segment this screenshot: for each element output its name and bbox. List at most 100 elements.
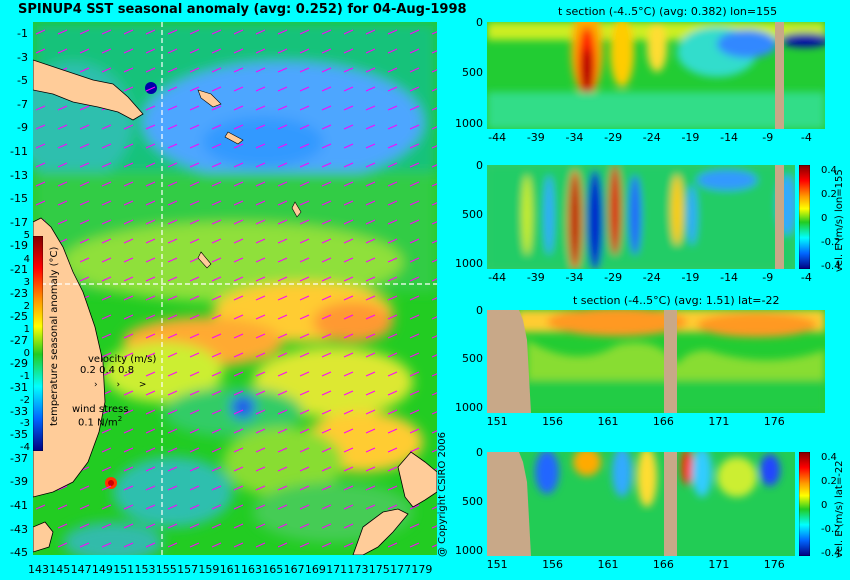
map-colorbar-tick: -1 bbox=[20, 371, 30, 382]
panel-y-tick: 0 bbox=[447, 446, 483, 459]
map-lat-tick: -9 bbox=[0, 121, 28, 134]
map-lat-tick: -19 bbox=[0, 239, 28, 252]
panel-x-tick: -34 bbox=[565, 271, 583, 284]
panel-colorbar-tick: -0.4 bbox=[821, 261, 841, 272]
map-lon-tick: 177 bbox=[390, 563, 411, 576]
panel-y-tick: 0 bbox=[447, 16, 483, 29]
map-lat-tick: -17 bbox=[0, 216, 28, 229]
map-colorbar-tick: -3 bbox=[20, 418, 30, 429]
velocity-legend-arrows: › › > bbox=[94, 380, 154, 390]
map-lon-tick: 151 bbox=[113, 563, 134, 576]
panel-x-tick: 171 bbox=[708, 415, 729, 428]
t-section-lat-22 bbox=[487, 310, 825, 413]
vel-section-lon155 bbox=[487, 165, 795, 269]
map-colorbar-tick: 4 bbox=[20, 254, 30, 265]
wind-legend-title: wind stress bbox=[72, 404, 128, 415]
panel-y-tick: 500 bbox=[447, 495, 483, 508]
panel-x-tick: -39 bbox=[527, 131, 545, 144]
map-lat-tick: -7 bbox=[0, 98, 28, 111]
panel-x-tick: -29 bbox=[604, 131, 622, 144]
map-lat-tick: -3 bbox=[0, 51, 28, 64]
panel-x-tick: 176 bbox=[764, 415, 785, 428]
panel-x-tick: -19 bbox=[681, 271, 699, 284]
panel-x-tick: -14 bbox=[720, 271, 738, 284]
panel-x-tick: -4 bbox=[801, 131, 812, 144]
map-lat-tick: -31 bbox=[0, 381, 28, 394]
map-lat-tick: -13 bbox=[0, 169, 28, 182]
wind-legend-value: 0.1 N/m bbox=[78, 417, 118, 428]
map-colorbar-tick: 3 bbox=[20, 277, 30, 288]
panel-colorbar-tick: 0.4 bbox=[821, 165, 837, 176]
panel-x-tick: -14 bbox=[720, 131, 738, 144]
panel-x-tick: 171 bbox=[708, 558, 729, 571]
panel-x-tick: 166 bbox=[653, 415, 674, 428]
map-colorbar-tick: 5 bbox=[20, 230, 30, 241]
map-lon-tick: 163 bbox=[241, 563, 262, 576]
panel-x-tick: -19 bbox=[681, 131, 699, 144]
panel-x-tick: 161 bbox=[598, 415, 619, 428]
vel-colorbar-lon155 bbox=[799, 165, 810, 269]
panel-x-tick: -44 bbox=[488, 131, 506, 144]
map-colorbar-label: temperature seasonal anomaly (°C) bbox=[49, 247, 60, 426]
map-lat-tick: -35 bbox=[0, 428, 28, 441]
panel-colorbar-tick: 0.2 bbox=[821, 189, 837, 200]
map-colorbar-tick: 0 bbox=[20, 348, 30, 359]
t-section-lon155 bbox=[487, 22, 825, 129]
panel-x-tick: -34 bbox=[565, 131, 583, 144]
map-lon-tick: 153 bbox=[135, 563, 156, 576]
wind-legend-sup: 2 bbox=[118, 415, 122, 423]
panel-x-tick: -4 bbox=[801, 271, 812, 284]
panel-colorbar-tick: 0 bbox=[821, 213, 827, 224]
map-lon-tick: 169 bbox=[305, 563, 326, 576]
map-lon-tick: 149 bbox=[92, 563, 113, 576]
map-lon-tick: 159 bbox=[198, 563, 219, 576]
map-lon-tick: 147 bbox=[71, 563, 92, 576]
panel-x-tick: -9 bbox=[762, 271, 773, 284]
panel-colorbar-tick: -0.4 bbox=[821, 548, 841, 559]
panel-y-tick: 1000 bbox=[447, 257, 483, 270]
velocity-legend: velocity (m/s) 0.2 0.4 0.8 bbox=[80, 354, 156, 376]
map-lat-tick: -33 bbox=[0, 405, 28, 418]
panel-x-tick: 151 bbox=[487, 558, 508, 571]
map-colorbar-tick: -2 bbox=[20, 395, 30, 406]
panel-x-tick: 161 bbox=[598, 558, 619, 571]
map-lon-tick: 145 bbox=[49, 563, 70, 576]
panel-x-tick: 151 bbox=[487, 415, 508, 428]
panel-y-tick: 500 bbox=[447, 352, 483, 365]
panel-x-tick: -24 bbox=[643, 131, 661, 144]
map-lat-tick: -41 bbox=[0, 499, 28, 512]
map-colorbar-tick: 2 bbox=[20, 301, 30, 312]
velocity-legend-title: velocity (m/s) bbox=[88, 354, 156, 365]
sst-anomaly-map bbox=[33, 22, 437, 555]
velocity-legend-values: 0.2 0.4 0.8 bbox=[80, 365, 156, 376]
map-lon-tick: 165 bbox=[262, 563, 283, 576]
panel-x-tick: 166 bbox=[653, 558, 674, 571]
panel-x-tick: -39 bbox=[527, 271, 545, 284]
map-lat-tick: -11 bbox=[0, 145, 28, 158]
panel-colorbar-tick: -0.2 bbox=[821, 237, 841, 248]
panel-x-tick: -29 bbox=[604, 271, 622, 284]
map-lon-tick: 157 bbox=[177, 563, 198, 576]
map-colorbar-tick: -4 bbox=[20, 442, 30, 453]
map-lat-tick: -27 bbox=[0, 334, 28, 347]
map-lat-tick: -1 bbox=[0, 27, 28, 40]
vel-label-lon155: vel. E (m/s) lon=155 bbox=[834, 169, 845, 272]
panel-x-tick: 156 bbox=[542, 558, 563, 571]
panel-y-tick: 1000 bbox=[447, 544, 483, 557]
map-lat-tick: -29 bbox=[0, 357, 28, 370]
panel-colorbar-tick: 0.2 bbox=[821, 476, 837, 487]
map-lon-tick: 161 bbox=[220, 563, 241, 576]
map-lat-tick: -23 bbox=[0, 287, 28, 300]
panel-x-tick: 156 bbox=[542, 415, 563, 428]
map-colorbar bbox=[33, 236, 43, 451]
vel-colorbar-lat-22 bbox=[799, 452, 810, 556]
map-lat-tick: -43 bbox=[0, 523, 28, 536]
panel-colorbar-tick: -0.2 bbox=[821, 524, 841, 535]
map-lat-tick: -15 bbox=[0, 192, 28, 205]
panel-colorbar-tick: 0 bbox=[821, 500, 827, 511]
map-lat-tick: -37 bbox=[0, 452, 28, 465]
wind-legend: wind stress 0.1 N/m2 bbox=[66, 404, 128, 428]
map-lat-tick: -39 bbox=[0, 475, 28, 488]
map-lat-tick: -21 bbox=[0, 263, 28, 276]
panel-x-tick: -9 bbox=[762, 131, 773, 144]
